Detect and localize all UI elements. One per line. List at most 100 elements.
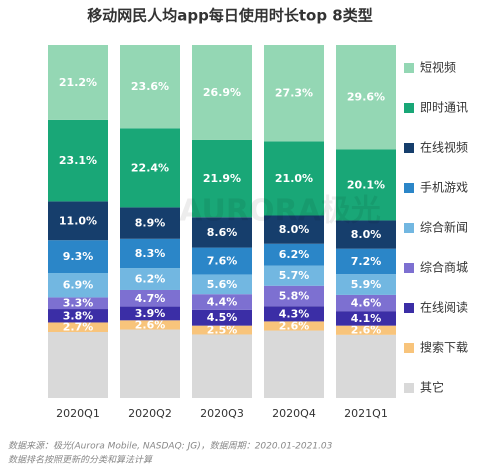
bar-segment <box>120 320 180 330</box>
legend-swatch <box>404 343 414 353</box>
data-label: 2.6% <box>135 318 166 331</box>
data-label: 5.9% <box>351 278 382 291</box>
bar-segment <box>336 45 396 150</box>
x-tick-label: 2021Q1 <box>344 407 388 420</box>
data-label: 6.2% <box>135 273 166 286</box>
data-label: 4.3% <box>279 307 310 320</box>
bar-segment <box>336 325 396 335</box>
bar-segment <box>48 45 108 120</box>
x-tick-label: 2020Q4 <box>272 407 316 420</box>
bar-segment <box>48 331 108 398</box>
legend-label: 手机游戏 <box>420 181 468 195</box>
data-label: 4.5% <box>207 311 238 324</box>
data-label: 21.2% <box>59 76 97 89</box>
data-label: 26.9% <box>203 86 241 99</box>
legend-swatch <box>404 103 414 113</box>
bar-segment <box>192 139 252 218</box>
bar-segment <box>120 45 180 129</box>
bar-segment <box>120 238 180 269</box>
bar-segment <box>192 217 252 248</box>
data-label: 8.3% <box>135 247 166 260</box>
bar-segment <box>336 149 396 221</box>
legend-swatch <box>404 383 414 393</box>
data-label: 9.3% <box>63 250 94 263</box>
bar-segment <box>48 201 108 241</box>
chart-title: 移动网民人均app每日使用时长top 8类型 <box>87 7 372 25</box>
legend-swatch <box>404 223 414 233</box>
bar-segment <box>264 243 324 266</box>
data-label: 21.0% <box>275 172 313 185</box>
data-label: 4.1% <box>351 312 382 325</box>
data-label: 27.3% <box>275 87 313 100</box>
bar-segment <box>48 322 108 332</box>
x-tick-label: 2020Q1 <box>56 407 100 420</box>
bar-segment <box>192 294 252 310</box>
bar-segment <box>336 274 396 295</box>
data-label: 5.8% <box>279 289 310 302</box>
legend-swatch <box>404 143 414 153</box>
legend-label: 综合新闻 <box>420 220 468 235</box>
data-label: 3.9% <box>135 307 166 320</box>
data-label: 8.9% <box>135 217 166 230</box>
bar-segment <box>120 207 180 239</box>
data-label: 3.8% <box>63 309 94 322</box>
bar-segment <box>264 306 324 322</box>
legend-swatch <box>404 303 414 313</box>
bar-segment <box>336 311 396 326</box>
data-label: 4.7% <box>135 292 166 305</box>
bar-segment <box>48 297 108 310</box>
bar-segment <box>264 265 324 286</box>
bar-segment <box>264 321 324 331</box>
data-label: 23.6% <box>131 80 169 93</box>
bar-segment <box>48 240 108 274</box>
bar-segment <box>264 285 324 307</box>
data-label: 3.3% <box>63 297 94 310</box>
legend-swatch <box>404 263 414 273</box>
data-label: 22.4% <box>131 161 169 174</box>
x-tick-label: 2020Q2 <box>128 407 172 420</box>
data-label: 4.4% <box>207 295 238 308</box>
legend-label: 在线阅读 <box>420 301 468 315</box>
legend-label: 综合商城 <box>420 260 468 275</box>
bar-segment <box>192 45 252 140</box>
data-label: 2.5% <box>207 324 238 337</box>
data-label: 11.0% <box>59 214 97 227</box>
bar-segment <box>120 289 180 307</box>
data-label: 8.6% <box>207 226 238 239</box>
bar-segment <box>120 329 180 398</box>
bar-segment <box>192 334 252 398</box>
bar-segment <box>48 119 108 202</box>
bar-segment <box>264 45 324 142</box>
footnote: 数据排名按照更新的分类和算法计算 <box>8 455 154 466</box>
bar-segment <box>192 247 252 275</box>
data-label: 2.6% <box>279 319 310 332</box>
footnote: 数据来源：极光(Aurora Mobile, NASDAQ: JG)，数据周期：… <box>8 441 333 452</box>
bar-segment <box>192 274 252 295</box>
data-label: 6.2% <box>279 248 310 261</box>
data-label: 5.7% <box>279 269 310 282</box>
bar-segment <box>192 309 252 326</box>
data-label: 21.9% <box>203 172 241 185</box>
legend-swatch <box>404 63 414 73</box>
bar-segment <box>336 334 396 398</box>
data-label: 6.9% <box>63 279 94 292</box>
bar-segment <box>336 248 396 275</box>
bar-segment <box>336 294 396 312</box>
legend-label: 短视频 <box>420 60 456 75</box>
bar-segment <box>120 128 180 208</box>
data-label: 8.0% <box>279 223 310 236</box>
watermark: AURORA极光 <box>179 194 381 229</box>
data-label: 5.6% <box>207 278 238 291</box>
legend-label: 其它 <box>420 380 444 395</box>
bar-segment <box>48 309 108 323</box>
data-label: 29.6% <box>347 91 385 104</box>
bar-segment <box>336 220 396 249</box>
data-label: 7.2% <box>351 255 382 268</box>
data-label: 2.6% <box>351 324 382 337</box>
data-label: 20.1% <box>347 178 385 191</box>
data-label: 4.6% <box>351 297 382 310</box>
data-label: 8.0% <box>351 228 382 241</box>
legend-label: 在线视频 <box>420 140 468 155</box>
bar-segment <box>264 215 324 244</box>
